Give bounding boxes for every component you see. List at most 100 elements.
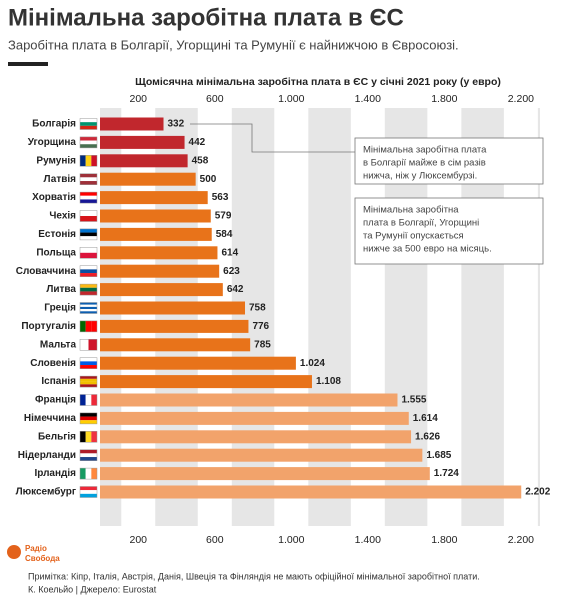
logo-icon — [7, 545, 21, 559]
flag-stripe — [80, 216, 97, 222]
flag-border — [79, 339, 98, 351]
flag-border — [79, 283, 98, 296]
bar — [100, 467, 430, 481]
flag-stripe — [80, 378, 97, 382]
grid-line — [197, 108, 232, 526]
flag-border — [79, 191, 98, 204]
value-label: 2.202 — [525, 487, 550, 498]
flag-stripe — [80, 320, 86, 332]
flag-border — [79, 394, 98, 406]
flag-stripe — [80, 449, 97, 454]
value-label: 563 — [212, 192, 229, 203]
value-label: 579 — [215, 211, 232, 222]
flag-border — [79, 228, 98, 241]
x-tick-label: 600 — [206, 93, 224, 105]
annotation: нижча, ніж у Люксембурзі. — [363, 171, 477, 182]
value-label: 776 — [252, 321, 269, 332]
flag-border — [79, 302, 98, 314]
grid-line — [121, 108, 156, 526]
bar — [100, 227, 212, 241]
flag-stripe — [80, 118, 97, 123]
flag-stripe — [80, 122, 97, 126]
annotation-connector — [190, 123, 355, 153]
bar — [100, 393, 398, 407]
bar — [100, 338, 251, 352]
bar — [100, 264, 220, 278]
flag-stripe — [80, 453, 97, 458]
flag-stripe — [91, 155, 97, 167]
flag-stripe — [80, 155, 86, 167]
flag-stripe — [80, 252, 97, 259]
category-label: Ірландія — [34, 468, 76, 479]
bar — [100, 430, 412, 444]
category-label: Греція — [44, 303, 76, 314]
flag-border — [79, 210, 98, 222]
flag-border — [79, 431, 98, 443]
annotation: нижче за 500 евро на місяць. — [363, 244, 492, 255]
flag-border — [79, 136, 98, 149]
value-label: 785 — [254, 339, 271, 350]
flag-stripe — [80, 181, 97, 185]
flag-border — [79, 155, 98, 167]
x-tick-label: 200 — [129, 93, 147, 105]
value-label: 758 — [249, 303, 266, 314]
flag-border — [79, 412, 98, 425]
flag-stripe — [80, 376, 97, 379]
bar — [100, 209, 211, 223]
annotation-box — [354, 197, 544, 265]
logo-text: Радіо — [25, 544, 47, 553]
flag-stripe — [80, 309, 97, 312]
category-label: Чехія — [49, 211, 76, 222]
flag-stripe — [91, 320, 97, 332]
flag-stripe — [80, 416, 97, 421]
value-label: 584 — [216, 229, 233, 240]
flag-stripe — [80, 195, 97, 200]
category-label: Люксембург — [16, 486, 76, 498]
flag-stripe — [80, 361, 97, 366]
flag-stripe — [80, 394, 86, 406]
x-tick-label: 1.400 — [355, 534, 381, 546]
flag-stripe — [80, 284, 97, 288]
category-label: Угорщина — [28, 137, 77, 148]
category-label: Іспанія — [41, 376, 76, 387]
flag-border — [79, 320, 98, 333]
flag-stripe — [80, 304, 97, 307]
flag-stripe — [80, 287, 97, 292]
flag-stripe — [80, 306, 97, 310]
bar — [100, 375, 312, 389]
chart-subtitle: Заробітна плата в Болгарії, Угорщині та … — [8, 37, 459, 52]
value-label: 1.724 — [434, 468, 459, 479]
flag-stripe — [85, 320, 92, 332]
category-label: Мальта — [40, 339, 77, 350]
bar — [100, 319, 249, 333]
title-rule — [8, 62, 48, 66]
flag-stripe — [85, 155, 92, 167]
flag-stripe — [80, 384, 97, 388]
flag-stripe — [80, 493, 97, 498]
flag-stripe — [80, 125, 97, 130]
flag-stripe — [80, 210, 97, 216]
x-tick-label: 1.800 — [431, 534, 457, 546]
source: К. Коельйо | Джерело: Eurostat — [28, 584, 157, 594]
flag-border — [79, 375, 98, 388]
footnote: Примітка: Кіпр, Італія, Австрія, Данія, … — [28, 571, 480, 581]
logo: Радіо Свобода — [7, 544, 60, 563]
flag-stripe — [80, 412, 97, 417]
value-label: 1.024 — [300, 358, 325, 369]
value-label: 442 — [189, 137, 206, 148]
flag-border — [79, 173, 98, 185]
category-label: Словаччина — [16, 266, 77, 277]
x-tick-label: 1.000 — [278, 534, 304, 546]
flag-stripe — [80, 431, 86, 443]
flag-stripe — [80, 490, 97, 494]
category-label: Румунія — [36, 155, 76, 166]
category-label: Португалія — [21, 321, 76, 332]
bar — [100, 356, 296, 370]
category-label: Бельгія — [38, 431, 76, 442]
bar — [100, 448, 423, 462]
bar — [100, 301, 246, 315]
flag-stripe — [80, 273, 97, 277]
flag-stripe — [80, 140, 97, 145]
flag-stripe — [88, 339, 97, 351]
